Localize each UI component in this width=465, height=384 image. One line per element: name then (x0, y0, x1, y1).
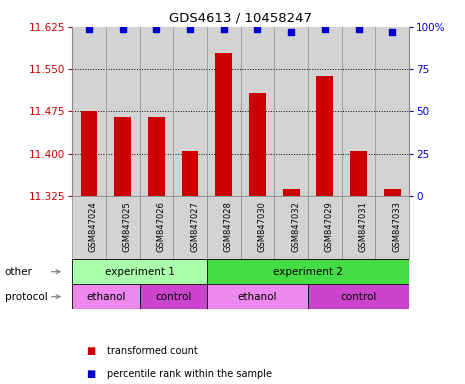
Point (186, 25, 194, 31)
Bar (308, 284, 409, 309)
Bar (384, 189, 401, 196)
Bar (80, 111, 97, 196)
Text: GSM847025: GSM847025 (123, 201, 132, 252)
Bar (215, 53, 232, 196)
Text: protocol: protocol (5, 291, 47, 302)
Bar (375, 27, 409, 196)
Bar (274, 27, 308, 196)
Text: percentile rank within the sample: percentile rank within the sample (107, 369, 272, 379)
Text: GSM847024: GSM847024 (89, 201, 98, 252)
Text: GSM847027: GSM847027 (190, 201, 199, 252)
Bar (72, 196, 106, 259)
Text: GSM847028: GSM847028 (224, 201, 233, 252)
Text: control: control (155, 291, 192, 302)
Bar (342, 196, 376, 259)
Bar (106, 196, 140, 259)
Bar (249, 93, 266, 196)
Point (119, 25, 126, 31)
Bar (72, 259, 207, 284)
Bar (140, 27, 173, 196)
Text: GSM847032: GSM847032 (291, 201, 300, 252)
Point (389, 29, 396, 35)
Text: transformed count: transformed count (107, 346, 198, 356)
Point (153, 25, 160, 31)
Bar (72, 284, 140, 309)
Point (355, 25, 362, 31)
Bar (283, 189, 299, 196)
Bar (148, 117, 165, 196)
Bar (207, 27, 240, 196)
Text: GSM847030: GSM847030 (258, 201, 266, 252)
Bar (114, 117, 131, 196)
Text: experiment 2: experiment 2 (273, 266, 343, 277)
Bar (350, 151, 367, 196)
Bar (241, 196, 274, 259)
Text: GSM847029: GSM847029 (325, 201, 334, 252)
Point (321, 25, 329, 31)
Text: control: control (340, 291, 377, 302)
Bar (106, 27, 140, 196)
Text: GSM847033: GSM847033 (392, 201, 401, 252)
Bar (308, 196, 342, 259)
Point (85, 25, 93, 31)
Bar (173, 196, 207, 259)
Text: ■: ■ (86, 369, 95, 379)
Bar (140, 196, 173, 259)
Bar (342, 27, 375, 196)
Bar (140, 284, 207, 309)
Text: GSM847031: GSM847031 (359, 201, 368, 252)
Bar (207, 259, 409, 284)
Bar (207, 196, 241, 259)
Text: ethanol: ethanol (86, 291, 126, 302)
Bar (182, 151, 199, 196)
Bar (240, 27, 274, 196)
Point (254, 25, 261, 31)
Bar (317, 76, 333, 196)
Point (287, 29, 295, 35)
Title: GDS4613 / 10458247: GDS4613 / 10458247 (169, 11, 312, 24)
Text: other: other (5, 266, 33, 277)
Text: ethanol: ethanol (238, 291, 277, 302)
Text: experiment 1: experiment 1 (105, 266, 174, 277)
Point (220, 25, 227, 31)
Bar (274, 196, 308, 259)
Bar (308, 27, 342, 196)
Text: GSM847026: GSM847026 (156, 201, 166, 252)
Bar (72, 27, 106, 196)
Bar (207, 284, 308, 309)
Text: ■: ■ (86, 346, 95, 356)
Bar (173, 27, 207, 196)
Bar (376, 196, 409, 259)
